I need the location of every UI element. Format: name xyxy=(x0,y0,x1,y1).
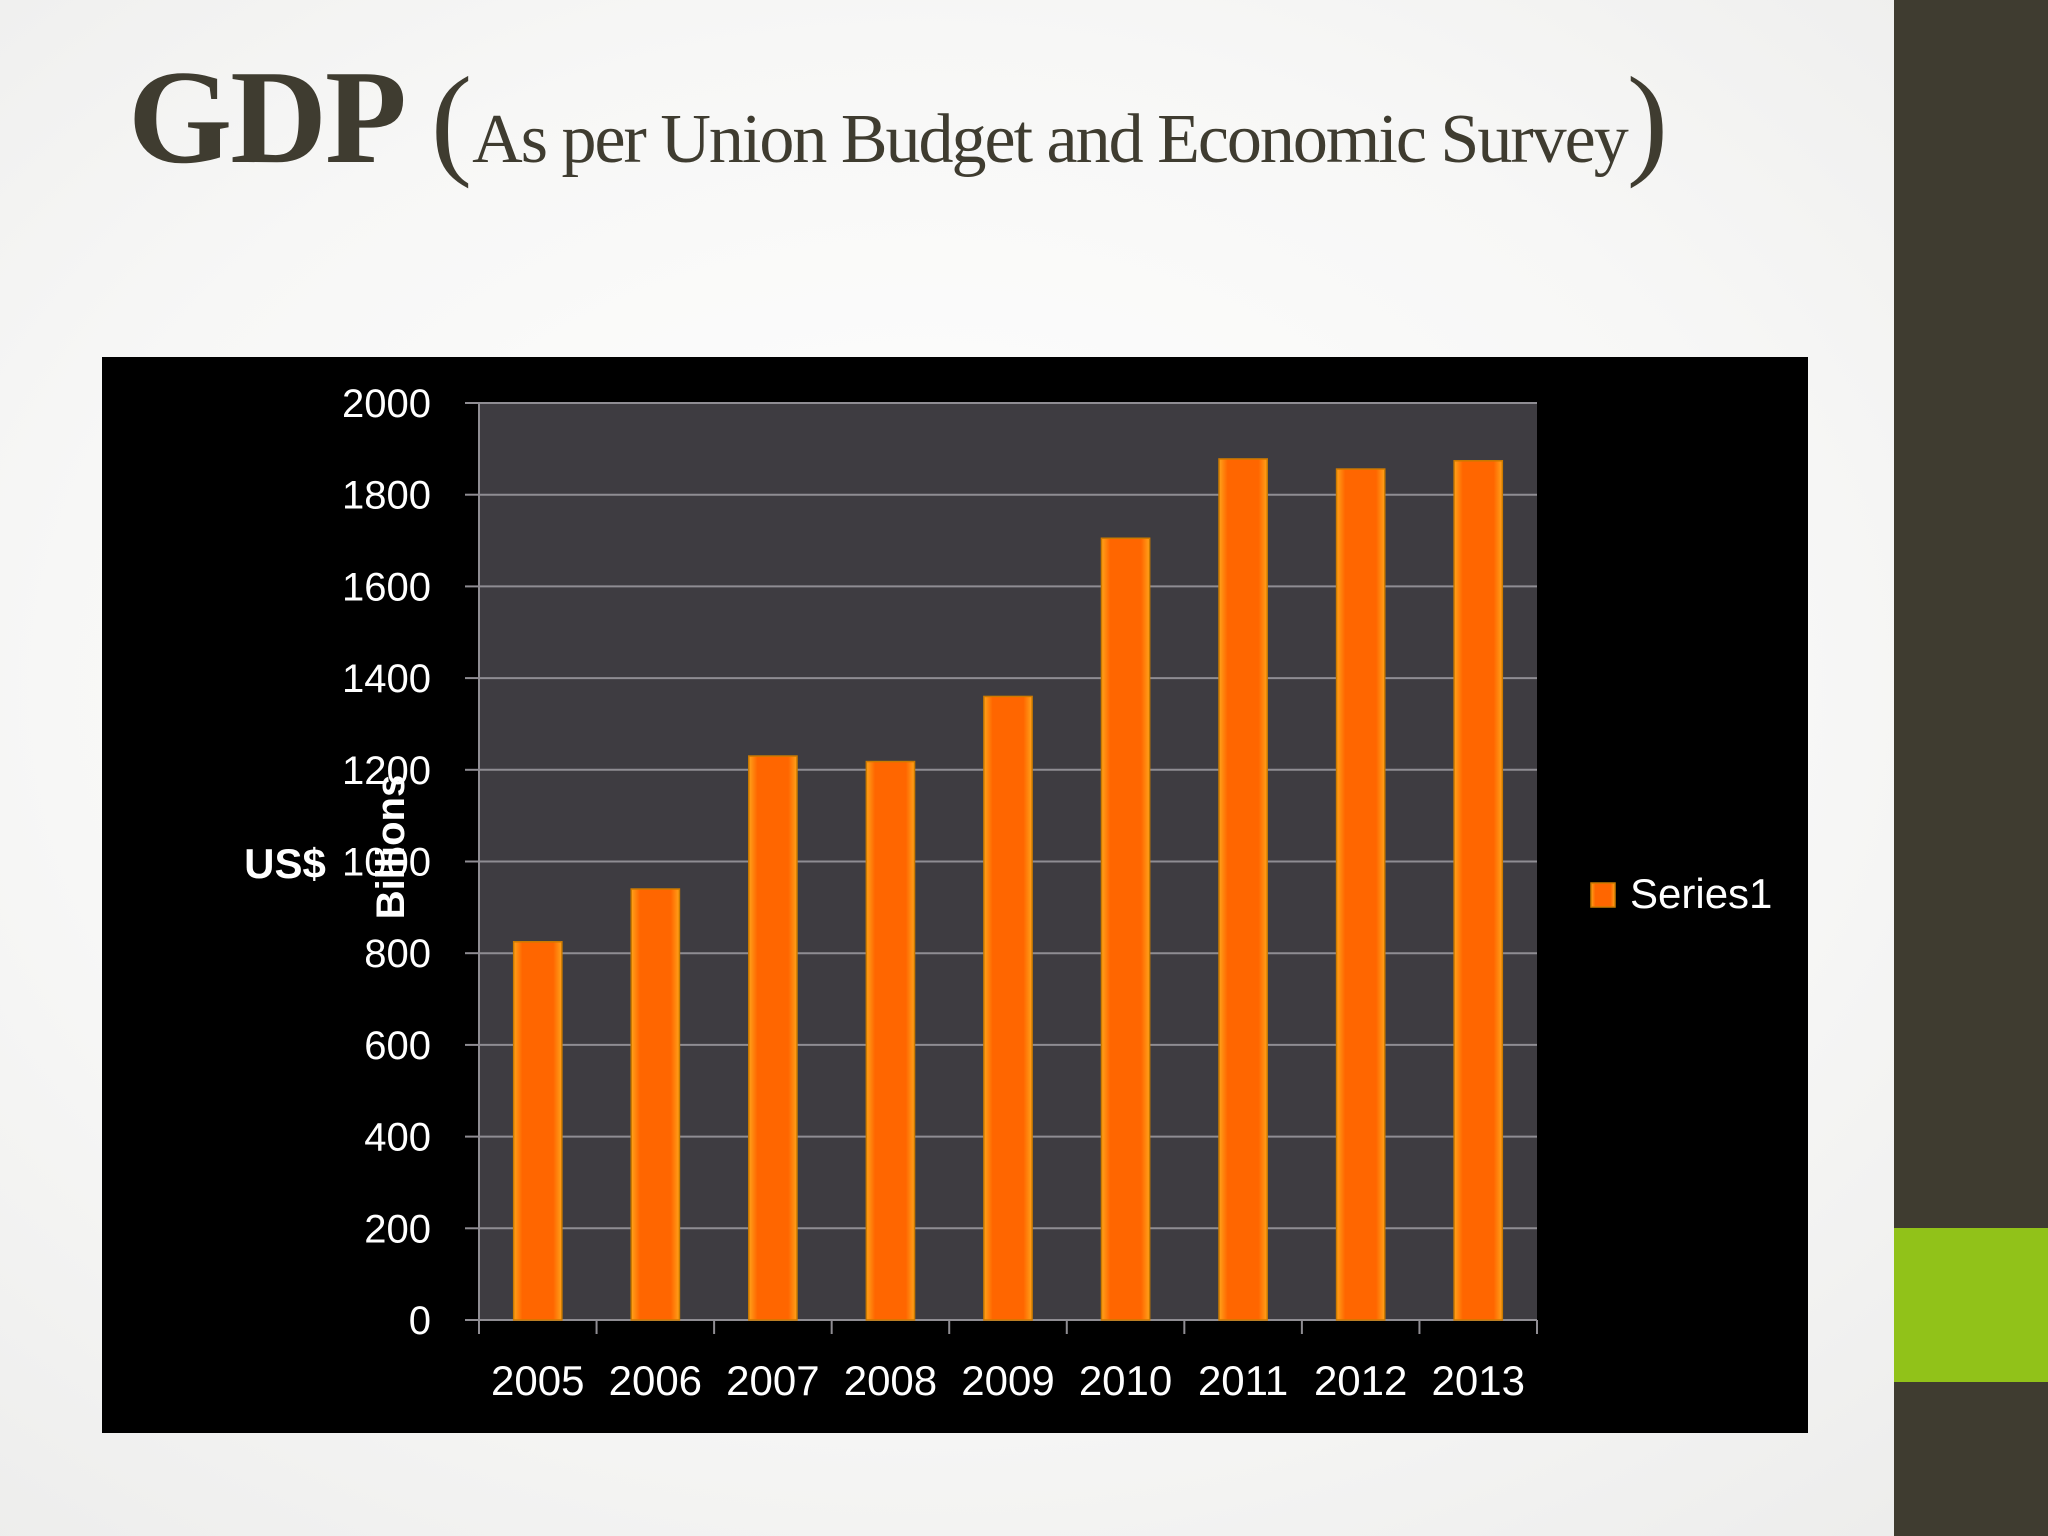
bar-2007 xyxy=(748,755,798,1321)
x-tick-label: 2007 xyxy=(726,1357,819,1404)
y-tick-label: 200 xyxy=(364,1207,431,1251)
slide-title: GDP (As per Union Budget and Economic Sur… xyxy=(128,40,1668,210)
bar-2012 xyxy=(1335,468,1386,1321)
x-tick-label: 2012 xyxy=(1314,1357,1407,1404)
title-subtitle: As per Union Budget and Economic Survey xyxy=(472,101,1629,178)
gdp-bar-chart: 0 200 400 600 800 1000 1200 1400 1600 1800 2000 200… xyxy=(244,382,1772,1404)
y-tick-label: 1800 xyxy=(342,474,431,518)
bar-2008 xyxy=(865,760,916,1321)
y-tick-label: 1600 xyxy=(342,565,431,609)
bar-2010 xyxy=(1100,537,1151,1321)
side-accent-block xyxy=(1894,1228,2048,1382)
x-tick-label: 2005 xyxy=(491,1357,584,1404)
y-tick-label: 1200 xyxy=(342,749,431,793)
x-tick-label: 2011 xyxy=(1198,1357,1288,1404)
y-tick-label: 800 xyxy=(364,932,431,976)
legend-swatch xyxy=(1590,882,1616,908)
bar-2011 xyxy=(1218,458,1268,1321)
x-tick-label: 2013 xyxy=(1432,1357,1525,1404)
bar-2006 xyxy=(630,888,681,1321)
y-tick-label: 600 xyxy=(364,1024,431,1068)
title-open-paren: ( xyxy=(430,52,473,189)
y-tick-label: 2000 xyxy=(342,382,431,426)
y-tick-label: 400 xyxy=(364,1116,431,1160)
y-axis-title: US$ xyxy=(244,840,326,887)
y-axis-units-label: Billions xyxy=(369,775,413,919)
bar-2005 xyxy=(512,940,563,1321)
title-close-paren: ) xyxy=(1626,52,1669,189)
x-tick-label: 2010 xyxy=(1079,1357,1172,1404)
y-tick-label: 0 xyxy=(409,1299,431,1343)
y-tick-label: 1400 xyxy=(342,657,431,701)
x-tick-label: 2006 xyxy=(609,1357,702,1404)
bar-2013 xyxy=(1453,460,1504,1321)
chart-panel: 0 200 400 600 800 1000 1200 1400 1600 1800 2000 200… xyxy=(102,357,1808,1433)
title-main: GDP xyxy=(128,43,407,191)
bar-2009 xyxy=(983,695,1033,1321)
x-tick-label: 2008 xyxy=(844,1357,937,1404)
legend-label: Series1 xyxy=(1630,870,1772,917)
x-tick-label: 2009 xyxy=(961,1357,1054,1404)
y-tick-label: 1000 xyxy=(342,841,431,885)
